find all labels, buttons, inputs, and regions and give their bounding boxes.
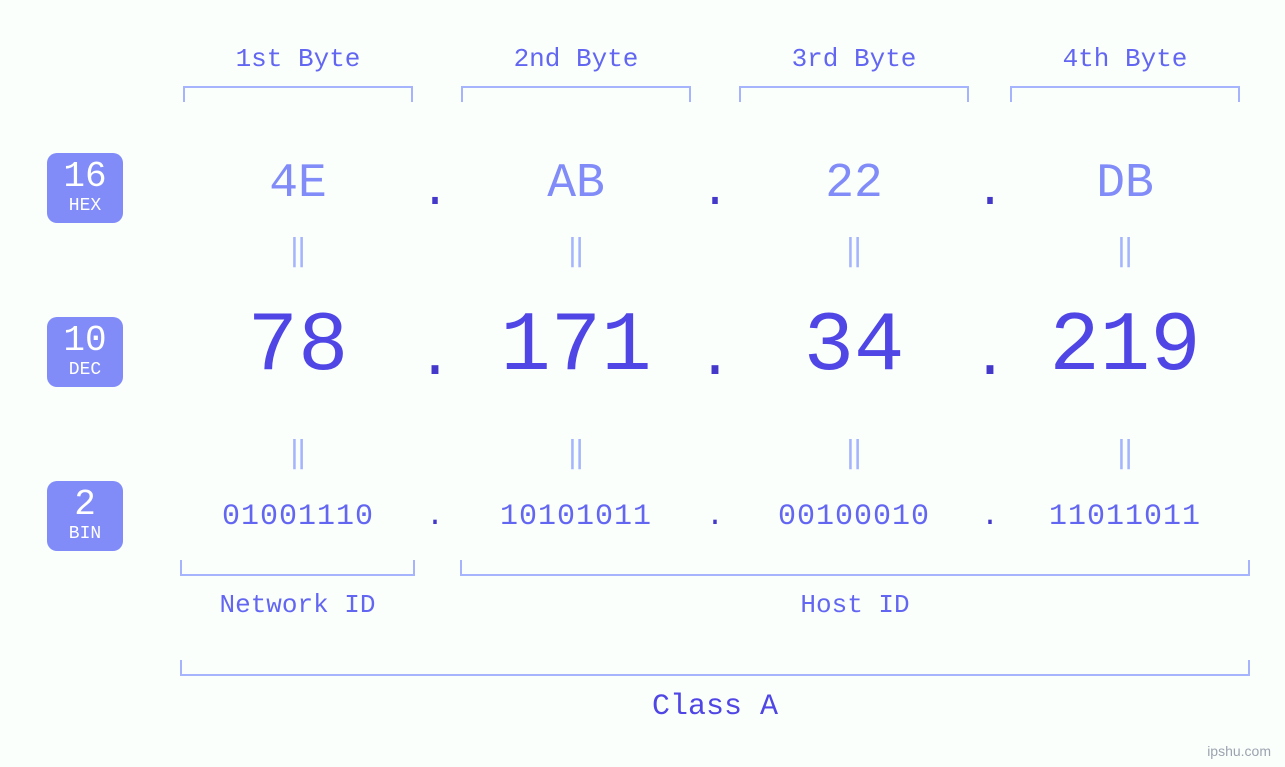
hex-dot-1: . bbox=[415, 165, 455, 219]
class-label: Class A bbox=[180, 690, 1250, 724]
byte-label-4: 4th Byte bbox=[995, 44, 1255, 74]
top-bracket-1 bbox=[183, 86, 413, 102]
byte-label-3: 3rd Byte bbox=[724, 44, 984, 74]
hex-byte-2: AB bbox=[446, 157, 706, 211]
base-badge-hex: 16 HEX bbox=[47, 153, 123, 223]
class-bracket bbox=[180, 660, 1250, 676]
base-badge-dec-num: 10 bbox=[47, 323, 123, 359]
top-bracket-2 bbox=[461, 86, 691, 102]
network-bracket bbox=[180, 560, 415, 576]
base-badge-bin-name: BIN bbox=[47, 525, 123, 543]
base-badge-bin: 2 BIN bbox=[47, 481, 123, 551]
base-badge-hex-num: 16 bbox=[47, 159, 123, 195]
hex-byte-3: 22 bbox=[724, 157, 984, 211]
eq-bin-2: ‖ bbox=[446, 435, 706, 472]
eq-bin-4: ‖ bbox=[995, 435, 1255, 472]
bin-dot-2: . bbox=[695, 500, 735, 534]
eq-bin-3: ‖ bbox=[724, 435, 984, 472]
base-badge-hex-name: HEX bbox=[47, 197, 123, 215]
eq-hex-4: ‖ bbox=[995, 233, 1255, 270]
hex-dot-2: . bbox=[695, 165, 735, 219]
dec-byte-3: 34 bbox=[724, 300, 984, 395]
eq-hex-2: ‖ bbox=[446, 233, 706, 270]
network-id-label: Network ID bbox=[180, 590, 415, 620]
dec-dot-3: . bbox=[970, 325, 1010, 393]
host-bracket bbox=[460, 560, 1250, 576]
host-id-label: Host ID bbox=[460, 590, 1250, 620]
bin-dot-1: . bbox=[415, 500, 455, 534]
base-badge-dec-name: DEC bbox=[47, 361, 123, 379]
hex-byte-4: DB bbox=[995, 157, 1255, 211]
eq-hex-1: ‖ bbox=[168, 233, 428, 270]
byte-label-2: 2nd Byte bbox=[446, 44, 706, 74]
byte-label-1: 1st Byte bbox=[168, 44, 428, 74]
dec-byte-2: 171 bbox=[446, 300, 706, 395]
bin-byte-4: 11011011 bbox=[995, 500, 1255, 534]
dec-byte-1: 78 bbox=[168, 300, 428, 395]
bin-byte-2: 10101011 bbox=[446, 500, 706, 534]
bin-dot-3: . bbox=[970, 500, 1010, 534]
dec-dot-1: . bbox=[415, 325, 455, 393]
hex-byte-1: 4E bbox=[168, 157, 428, 211]
eq-hex-3: ‖ bbox=[724, 233, 984, 270]
dec-byte-4: 219 bbox=[995, 300, 1255, 395]
bin-byte-1: 01001110 bbox=[168, 500, 428, 534]
base-badge-dec: 10 DEC bbox=[47, 317, 123, 387]
base-badge-bin-num: 2 bbox=[47, 487, 123, 523]
top-bracket-3 bbox=[739, 86, 969, 102]
bin-byte-3: 00100010 bbox=[724, 500, 984, 534]
hex-dot-3: . bbox=[970, 165, 1010, 219]
top-bracket-4 bbox=[1010, 86, 1240, 102]
watermark: ipshu.com bbox=[1207, 743, 1271, 759]
eq-bin-1: ‖ bbox=[168, 435, 428, 472]
dec-dot-2: . bbox=[695, 325, 735, 393]
